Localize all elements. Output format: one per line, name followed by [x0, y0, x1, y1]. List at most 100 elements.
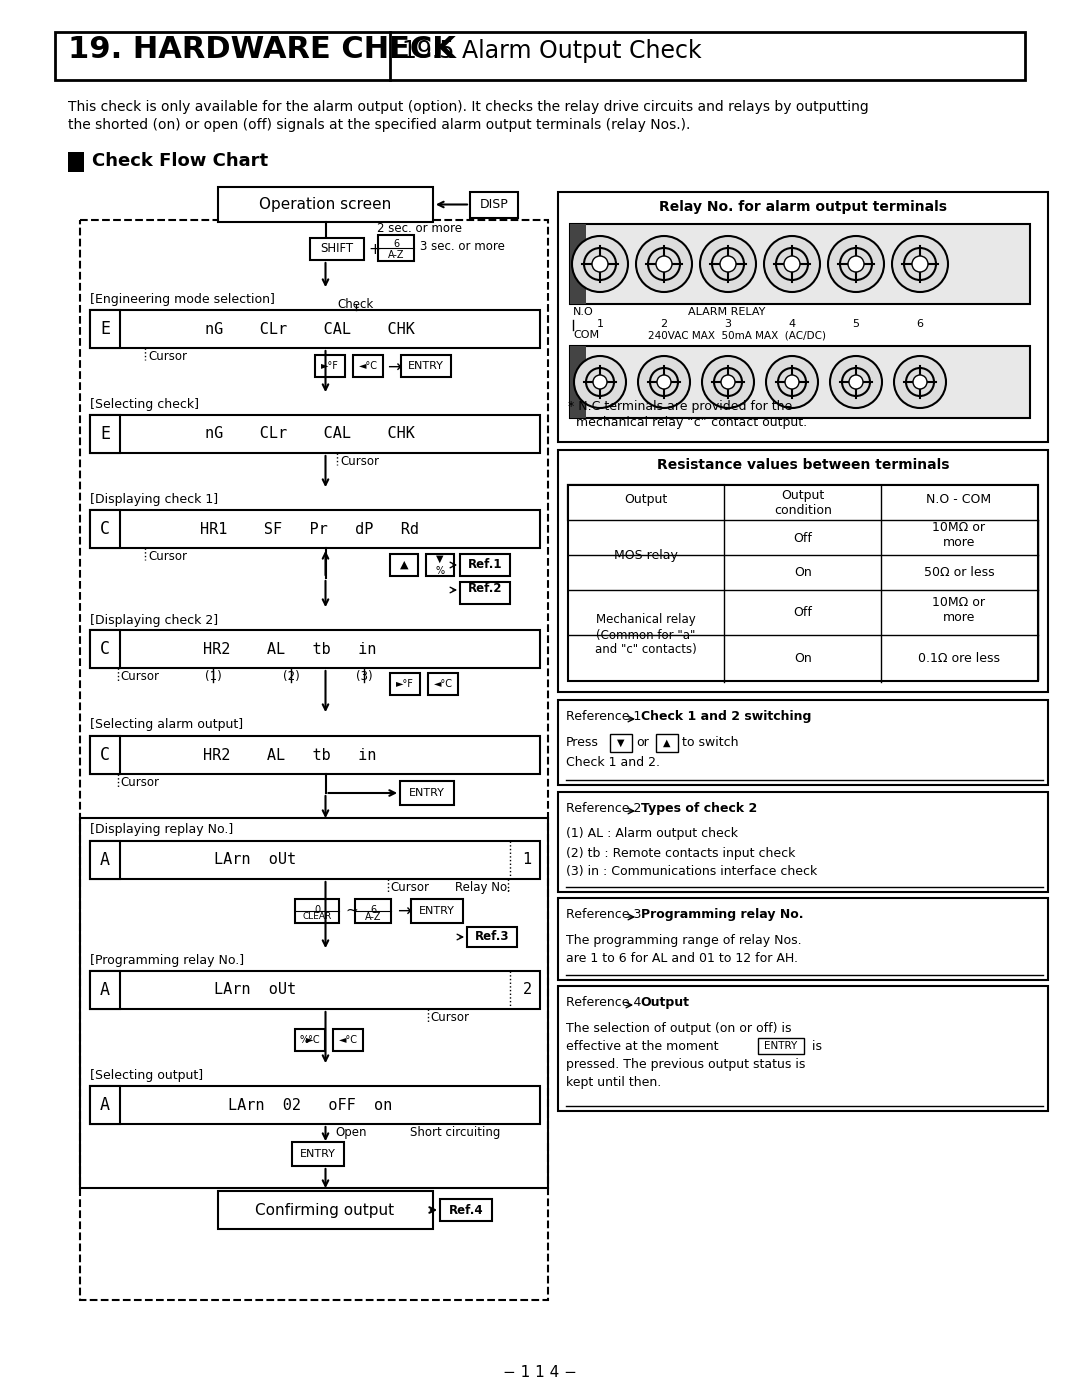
Bar — [558, 700, 1048, 785]
Text: ►°F: ►°F — [396, 679, 414, 689]
Text: Check Flow Chart: Check Flow Chart — [92, 152, 268, 170]
Text: nG    CLr    CAL    CHK: nG CLr CAL CHK — [205, 321, 415, 337]
Text: Types of check 2: Types of check 2 — [642, 802, 757, 814]
Text: 4: 4 — [788, 319, 796, 330]
Circle shape — [721, 374, 735, 388]
Text: This check is only available for the alarm output (option). It checks the relay : This check is only available for the ala… — [68, 101, 868, 115]
Text: ▼
%: ▼ % — [435, 555, 445, 576]
Text: (3) in : Communications interface check: (3) in : Communications interface check — [566, 865, 818, 877]
Bar — [295, 900, 339, 923]
Bar — [570, 224, 1030, 305]
Bar — [467, 928, 517, 947]
Bar — [90, 510, 120, 548]
Text: Reference 3: Reference 3 — [566, 908, 642, 921]
Text: 6: 6 — [370, 905, 376, 915]
Text: [Displaying check 2]: [Displaying check 2] — [90, 615, 218, 627]
Bar — [558, 450, 1048, 692]
Text: Cursor: Cursor — [148, 550, 187, 563]
Text: Output: Output — [624, 493, 667, 506]
Bar — [558, 898, 1048, 981]
Text: ▲: ▲ — [400, 560, 408, 570]
Bar — [90, 1085, 120, 1125]
Circle shape — [648, 249, 680, 279]
Circle shape — [778, 367, 806, 395]
Text: Ref.2: Ref.2 — [468, 583, 502, 595]
Circle shape — [593, 374, 607, 388]
Text: Cursor: Cursor — [430, 1011, 469, 1024]
Text: ENTRY: ENTRY — [300, 1148, 336, 1160]
Bar — [90, 971, 120, 1009]
Text: 19.5 Alarm Output Check: 19.5 Alarm Output Check — [402, 39, 702, 63]
Bar — [218, 187, 433, 222]
Text: LArn  oUt: LArn oUt — [214, 982, 296, 997]
Circle shape — [638, 356, 690, 408]
Text: mechanical relay “c” contact output.: mechanical relay “c” contact output. — [568, 416, 807, 429]
Text: ~: ~ — [345, 902, 357, 918]
Text: A-Z: A-Z — [388, 250, 404, 260]
Circle shape — [702, 356, 754, 408]
Circle shape — [573, 356, 626, 408]
Text: nG    CLr    CAL    CHK: nG CLr CAL CHK — [205, 426, 415, 441]
Text: effective at the moment: effective at the moment — [566, 1039, 718, 1053]
Circle shape — [894, 356, 946, 408]
Text: are 1 to 6 for AL and 01 to 12 for AH.: are 1 to 6 for AL and 01 to 12 for AH. — [566, 951, 798, 965]
Circle shape — [766, 356, 818, 408]
Circle shape — [572, 236, 627, 292]
Bar — [68, 152, 84, 172]
Text: E: E — [100, 320, 110, 338]
Text: Output
condition: Output condition — [774, 489, 832, 517]
Text: ENTRY: ENTRY — [765, 1041, 798, 1051]
Circle shape — [636, 236, 692, 292]
Text: N.O: N.O — [573, 307, 594, 317]
Bar — [470, 191, 518, 218]
Text: →: → — [387, 359, 401, 377]
Text: Check: Check — [338, 298, 374, 312]
Text: SHIFT: SHIFT — [321, 243, 353, 256]
Bar — [411, 900, 463, 923]
Text: 5: 5 — [852, 319, 860, 330]
Bar — [400, 781, 454, 805]
Text: pressed. The previous output status is: pressed. The previous output status is — [566, 1058, 806, 1071]
Text: Open: Open — [335, 1126, 366, 1139]
Text: 3 sec. or more: 3 sec. or more — [420, 240, 504, 253]
Circle shape — [913, 374, 927, 388]
Circle shape — [700, 236, 756, 292]
Bar — [558, 986, 1048, 1111]
Text: A: A — [100, 851, 110, 869]
Text: 19. HARDWARE CHECK: 19. HARDWARE CHECK — [68, 35, 456, 64]
Text: A: A — [100, 981, 110, 999]
Bar — [80, 219, 548, 1301]
Circle shape — [592, 256, 608, 272]
Text: On: On — [794, 567, 812, 580]
Bar — [90, 510, 540, 548]
Circle shape — [712, 249, 744, 279]
Bar — [90, 310, 540, 348]
Circle shape — [656, 256, 672, 272]
Text: ►: ► — [307, 1034, 314, 1044]
Circle shape — [892, 236, 948, 292]
Text: ALARM RELAY: ALARM RELAY — [688, 307, 766, 317]
Bar — [90, 971, 540, 1009]
Text: MOS relay: MOS relay — [615, 549, 678, 562]
Text: − 1 1 4 −: − 1 1 4 − — [503, 1365, 577, 1380]
Text: HR2    AL   tb   in: HR2 AL tb in — [203, 747, 377, 763]
Text: DISP: DISP — [480, 198, 509, 211]
Bar — [218, 1192, 433, 1229]
Text: Operation screen: Operation screen — [259, 197, 392, 212]
Circle shape — [842, 367, 870, 395]
Text: E: E — [100, 425, 110, 443]
Text: to switch: to switch — [681, 736, 739, 749]
Text: ◄°C: ◄°C — [338, 1035, 357, 1045]
Text: 6: 6 — [917, 319, 923, 330]
Text: A: A — [100, 1097, 110, 1113]
Text: ▼: ▼ — [618, 738, 624, 747]
Text: Resistance values between terminals: Resistance values between terminals — [657, 458, 949, 472]
Bar — [440, 1199, 492, 1221]
Text: LArn  02   oFF  on: LArn 02 oFF on — [228, 1098, 392, 1112]
Bar — [90, 630, 540, 668]
Text: Off: Off — [794, 531, 812, 545]
Text: Confirming output: Confirming output — [256, 1203, 394, 1218]
Text: Relay No.: Relay No. — [455, 882, 511, 894]
Text: 6: 6 — [393, 239, 400, 249]
Text: [Selecting check]: [Selecting check] — [90, 398, 199, 411]
